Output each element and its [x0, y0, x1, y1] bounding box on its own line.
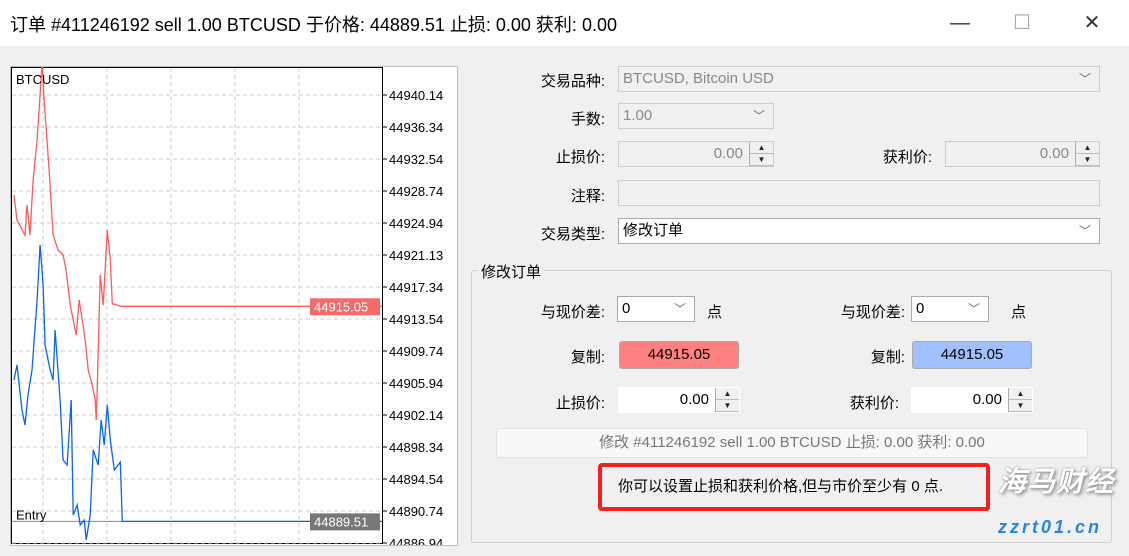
tp-diff-value: 0	[916, 300, 925, 317]
type-label: 交易类型:	[540, 226, 605, 243]
window-title: 订单 #411246192 sell 1.00 BTCUSD 于价格: 4488…	[10, 15, 617, 35]
tp-value: 0.00	[1039, 145, 1069, 162]
symbol-select: BTCUSD, Bitcoin USD ﹀	[618, 66, 1100, 92]
chevron-down-icon: ﹀	[752, 109, 765, 123]
new-tp-value: 0.00	[972, 391, 1002, 408]
tp-copy-button[interactable]: 44915.05	[912, 341, 1032, 369]
sl-diff-value: 0	[622, 300, 631, 317]
symbol-label: 交易品种:	[540, 73, 605, 90]
y-tick-label: 44898.34	[389, 440, 443, 455]
y-tick-label: 44913.54	[389, 312, 443, 327]
y-tick-label: 44936.34	[389, 120, 443, 135]
watermark-logo: 海马财经	[998, 466, 1115, 497]
tp-diff-select[interactable]: 0 ﹀	[911, 296, 989, 322]
up-arrow-icon: ▲	[1076, 142, 1099, 154]
watermark-url: zzrt01.cn	[998, 517, 1103, 537]
y-tick-label: 44894.54	[389, 472, 443, 487]
chevron-down-icon: ﹀	[967, 302, 980, 316]
tp-copy-label: 复制:	[870, 349, 905, 366]
tp-label: 获利价:	[882, 149, 932, 166]
y-tick-label: 44909.74	[389, 344, 443, 359]
up-arrow-icon: ▲	[750, 142, 773, 154]
y-tick-label: 44928.74	[389, 184, 443, 199]
minimize-icon[interactable]: —	[950, 12, 970, 34]
new-tp-spinner[interactable]: ▲ ▼	[1008, 388, 1032, 412]
chevron-down-icon: ﹀	[673, 302, 686, 316]
price-chart: 44940.14 44936.34 44932.54 44928.74 44924.94…	[10, 61, 458, 551]
bid-price-label: 44889.51	[314, 514, 368, 529]
new-sl-input[interactable]: 0.00 ▲ ▼	[618, 387, 740, 413]
new-tp-label: 获利价:	[849, 395, 899, 412]
down-arrow-icon[interactable]: ▼	[1009, 400, 1032, 412]
up-arrow-icon[interactable]: ▲	[716, 388, 739, 400]
comment-field	[618, 180, 1100, 206]
y-tick-label: 44902.14	[389, 408, 443, 423]
y-tick-label: 44940.14	[389, 88, 443, 103]
y-tick-label: 44890.74	[389, 504, 443, 519]
volume-value: 1.00	[623, 107, 653, 124]
y-tick-label: 44905.94	[389, 376, 443, 391]
tp-field: 0.00 ▲ ▼	[945, 141, 1100, 167]
comment-label: 注释:	[570, 188, 605, 205]
sl-diff-select[interactable]: 0 ﹀	[617, 296, 695, 322]
order-type-select[interactable]: 修改订单 ﹀	[618, 218, 1100, 244]
modify-button[interactable]: 修改 #411246192 sell 1.00 BTCUSD 止损: 0.00 …	[496, 428, 1088, 458]
new-sl-spinner[interactable]: ▲ ▼	[715, 388, 739, 412]
tp-points-label: 点	[1011, 304, 1027, 321]
sl-spinner: ▲ ▼	[749, 142, 773, 166]
chevron-down-icon: ﹀	[1078, 224, 1091, 238]
sl-diff-label: 与现价差:	[540, 304, 605, 321]
new-tp-input[interactable]: 0.00 ▲ ▼	[911, 387, 1033, 413]
entry-label: Entry	[16, 507, 47, 522]
y-tick-label: 44921.13	[389, 248, 443, 263]
sl-value: 0.00	[713, 145, 743, 162]
sl-copy-button[interactable]: 44915.05	[619, 341, 739, 369]
info-note: 你可以设置止损和获利价格,但与市价至少有 0 点.	[598, 463, 990, 511]
symbol-label: BTCUSD	[16, 72, 69, 87]
close-icon[interactable]: ✕	[1083, 12, 1101, 34]
y-tick-label: 44932.54	[389, 152, 443, 167]
down-arrow-icon: ▼	[750, 154, 773, 166]
down-arrow-icon: ▼	[1076, 154, 1099, 166]
down-arrow-icon[interactable]: ▼	[716, 400, 739, 412]
bid-price-label-bg	[310, 513, 380, 531]
maximize-icon[interactable]: ☐	[1013, 12, 1031, 34]
bid-line	[13, 244, 382, 541]
title-bar: 订单 #411246192 sell 1.00 BTCUSD 于价格: 4488…	[0, 0, 1129, 46]
group-title: 修改订单	[478, 261, 545, 282]
new-sl-value: 0.00	[679, 391, 709, 408]
ask-price-label-bg	[310, 298, 380, 316]
tp-diff-label: 与现价差:	[840, 304, 905, 321]
sl-points-label: 点	[707, 304, 723, 321]
tp-spinner: ▲ ▼	[1075, 142, 1099, 166]
volume-select: 1.00 ﹀	[618, 103, 774, 129]
y-tick-label: 44917.34	[389, 280, 443, 295]
chevron-down-icon: ﹀	[1078, 72, 1091, 86]
up-arrow-icon[interactable]: ▲	[1009, 388, 1032, 400]
modify-group	[471, 270, 1112, 543]
y-tick-label: 44886.94	[389, 536, 443, 545]
sl-label: 止损价:	[555, 149, 605, 166]
new-sl-label: 止损价:	[555, 395, 605, 412]
chart-svg: 44940.14 44936.34 44932.54 44928.74 44924.94…	[11, 61, 443, 551]
volume-label: 手数:	[570, 111, 605, 128]
y-tick-label: 44924.94	[389, 216, 443, 231]
ask-line	[13, 61, 382, 421]
sl-copy-label: 复制:	[570, 349, 605, 366]
symbol-value: BTCUSD, Bitcoin USD	[623, 70, 774, 87]
order-type-value: 修改订单	[623, 222, 684, 239]
ask-price-label: 44915.05	[314, 299, 368, 314]
sl-field: 0.00 ▲ ▼	[618, 141, 774, 167]
